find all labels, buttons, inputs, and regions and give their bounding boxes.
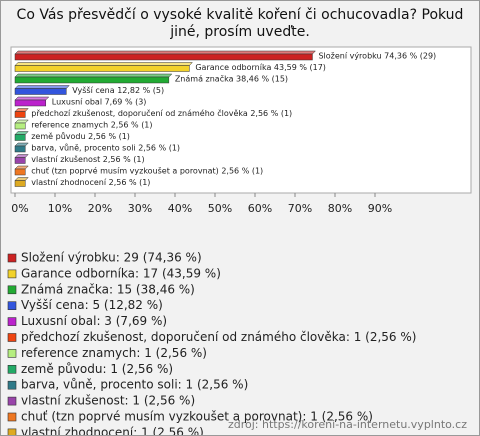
bar: [14, 99, 47, 107]
legend-swatch: [7, 428, 17, 435]
legend-swatch: [7, 349, 17, 358]
data-label: vlastní zhodnocení 2,56 % (1): [31, 178, 150, 187]
source: zdroj: https://koreni-na-internetu.vypln…: [228, 418, 467, 431]
bar: [14, 122, 26, 130]
legend-label: Garance odborníka: 17 (43,59 %): [21, 266, 221, 280]
bar: [14, 111, 26, 118]
x-tick-label: 80%: [328, 202, 352, 215]
bar-top: [14, 62, 193, 66]
legend-label: země původu: 1 (2,56 %): [21, 362, 173, 376]
data-label: Vyšší cena 12,82 % (5): [72, 85, 164, 95]
bar-top: [14, 96, 50, 101]
legend-swatch: [7, 269, 17, 279]
x-tick-label: 60%: [248, 202, 272, 215]
legend-swatch: [7, 301, 17, 311]
legend-label: barva, vůně, procento soli: 1 (2,56 %): [21, 378, 248, 392]
data-label: země původu 2,56 % (1): [31, 131, 130, 141]
legend-swatch: [7, 412, 17, 422]
data-label: vlastní zkušenost 2,56 % (1): [31, 154, 144, 164]
legend-swatch: [7, 317, 17, 326]
bar: [14, 76, 170, 84]
x-tick-label: 20%: [88, 202, 112, 215]
x-tick-label: 40%: [168, 202, 192, 215]
legend-swatch: [7, 253, 17, 263]
bar: [14, 180, 26, 187]
bar-top: [14, 73, 173, 78]
x-tick-label: 0%: [11, 202, 28, 215]
chart-title: Co Vás přesvědčí o vysoké kvalitě koření…: [16, 7, 464, 40]
bar-top: [14, 85, 70, 89]
legend-label: Luxusní obal: 3 (7,69 %): [21, 314, 167, 328]
data-label: Luxusní obal 7,69 % (3): [52, 98, 147, 107]
legend-label: vlastní zkušenost: 1 (2,56 %): [21, 394, 195, 408]
legend-label: reference znamych: 1 (2,56 %): [21, 346, 207, 360]
bar-top: [14, 50, 317, 55]
legend-label: předchozí zkušenost, doporučení od známé…: [21, 330, 416, 344]
legend-label: vlastní zhodnocení: 1 (2,56 %): [21, 425, 204, 435]
bar: [14, 157, 26, 164]
data-label: předchozí zkušenost, doporučení od známé…: [31, 108, 292, 118]
data-label: Složení výrobku 74,36 % (29): [318, 52, 436, 61]
x-tick-label: 10%: [48, 202, 72, 215]
legend-label: Vyšší cena: 5 (12,82 %): [21, 298, 163, 312]
x-tick-label: 90%: [368, 202, 392, 215]
legend-swatch: [7, 333, 17, 342]
data-label: barva, vůně, procento soli 2,56 % (1): [31, 143, 180, 153]
bar: [14, 65, 190, 72]
x-tick-label: 70%: [288, 202, 312, 215]
x-tick-label: 30%: [128, 202, 152, 215]
bar: [14, 134, 26, 141]
data-label: Garance odborníka 43,59 % (17): [195, 63, 326, 72]
legend-swatch: [7, 364, 17, 374]
legend-swatch: [7, 285, 17, 295]
data-label: reference znamych 2,56 % (1): [31, 121, 152, 130]
legend-swatch: [7, 380, 17, 390]
bar: [14, 145, 26, 153]
data-label: Známá značka 38,46 % (15): [175, 74, 288, 84]
legend-label: Známá značka: 15 (38,46 %): [21, 282, 195, 296]
data-label: chuť (tzn poprvé musím vyzkoušet a porov…: [31, 166, 263, 176]
bar: [14, 88, 67, 95]
legend-swatch: [7, 396, 17, 406]
legend-label: Složení výrobku: 29 (74,36 %): [21, 251, 202, 265]
x-tick-label: 50%: [208, 202, 232, 215]
bar: [14, 168, 26, 176]
legend-label: chuť (tzn poprvé musím vyzkoušet a porov…: [21, 410, 373, 424]
bar: [14, 53, 313, 61]
